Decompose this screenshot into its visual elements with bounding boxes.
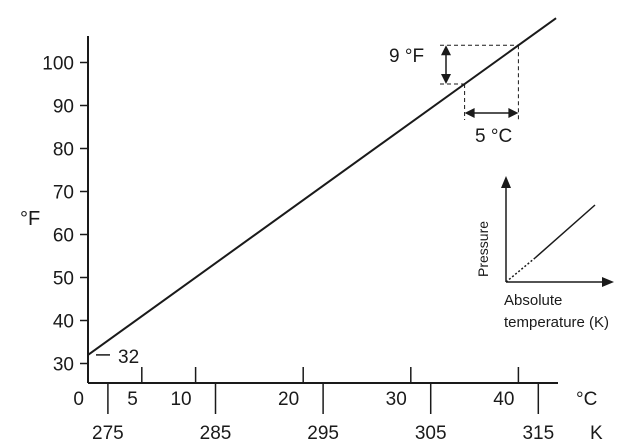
conversion-line [87,17,557,356]
y-axis-ticks: 30 40 50 60 70 80 90 100 [42,54,88,376]
inset-measured-line [534,204,596,259]
inset-y-arrowhead [501,176,511,188]
step-annotation [440,44,519,120]
fahrenheit-step-arrow [441,45,451,84]
celsius-axis-ticks: 0 5 10 20 30 40 [73,367,520,410]
celsius-tick-label: 20 [278,389,299,410]
celsius-unit-label: °C [576,389,597,410]
kelvin-tick-label: 295 [307,423,339,442]
y-tick-label: 100 [42,54,74,75]
kelvin-unit-label: K [590,423,603,442]
celsius-tick-label: 5 [127,389,138,410]
y-tick-label: 70 [53,183,74,204]
inset-pressure-chart: Pressure Absolute temperature (K) [475,176,614,331]
celsius-step-label: 5 °C [475,126,512,147]
celsius-tick-label: 30 [386,389,407,410]
celsius-tick-label: 0 [73,389,84,410]
y-tick-label: 90 [53,97,74,118]
inset-extrapolated-line [505,257,536,283]
inset-ylabel: Pressure [475,221,491,277]
kelvin-axis-ticks: 275 285 295 305 315 [92,383,554,442]
inset-xlabel-line2: temperature (K) [504,314,609,331]
celsius-tick-label: 40 [493,389,514,410]
y-tick-label: 50 [53,269,74,290]
kelvin-tick-label: 275 [92,423,124,442]
celsius-tick-label: 10 [170,389,191,410]
inset-x-arrowhead [602,277,614,287]
y-tick-label: 80 [53,140,74,161]
y-tick-label: 30 [53,355,74,376]
kelvin-tick-label: 315 [522,423,554,442]
intercept-label: 32 [118,347,139,368]
celsius-step-arrow [464,108,519,118]
fahrenheit-step-label: 9 °F [389,46,424,67]
y-axis-label: °F [20,208,40,230]
y-tick-label: 60 [53,226,74,247]
inset-xlabel-line1: Absolute [504,292,562,309]
kelvin-tick-label: 305 [415,423,447,442]
y-tick-label: 40 [53,312,74,333]
kelvin-tick-label: 285 [200,423,232,442]
